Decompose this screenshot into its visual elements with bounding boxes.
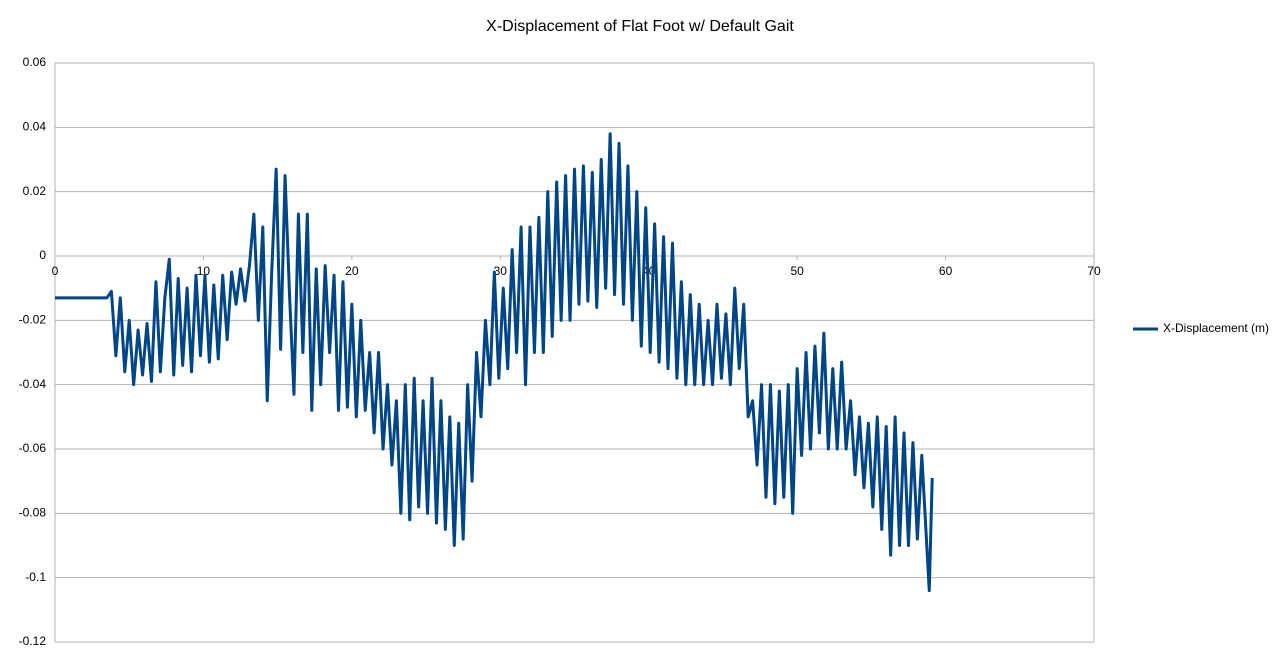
- y-tick-label: 0.06: [23, 55, 47, 69]
- chart-title: X-Displacement of Flat Foot w/ Default G…: [486, 18, 794, 35]
- x-tick-label: 50: [790, 264, 804, 278]
- y-tick-label: -0.08: [19, 506, 47, 520]
- x-tick-label: 30: [494, 264, 508, 278]
- y-tick-label: -0.02: [19, 313, 47, 327]
- x-tick-label: 0: [52, 264, 59, 278]
- y-tick-label: 0.02: [23, 184, 47, 198]
- x-tick-label: 60: [939, 264, 953, 278]
- y-tick-label: -0.04: [19, 377, 47, 391]
- data-line: [55, 132, 934, 593]
- y-tick-label: 0.04: [23, 120, 47, 134]
- y-tick-label: -0.1: [25, 570, 46, 584]
- x-tick-label: 10: [197, 264, 211, 278]
- x-tick-label: 20: [345, 264, 359, 278]
- y-tick-label: -0.06: [19, 441, 47, 455]
- y-tick-label: 0: [39, 248, 46, 262]
- x-tick-label: 70: [1087, 264, 1101, 278]
- y-tick-label: -0.12: [19, 634, 47, 648]
- legend-label: X-Displacement (m): [1163, 321, 1269, 335]
